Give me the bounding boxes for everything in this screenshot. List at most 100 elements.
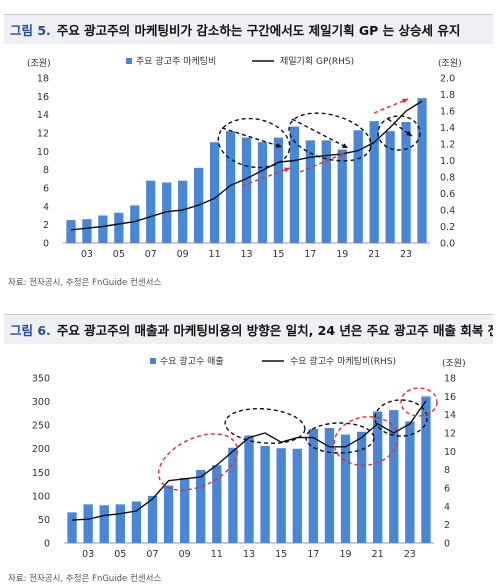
left-tick-label: 2 — [43, 220, 49, 231]
right-tick-label: 1.2 — [440, 140, 455, 151]
bar — [241, 137, 252, 243]
bar — [324, 427, 335, 543]
bar — [385, 131, 395, 243]
right-tick-label: 16 — [444, 392, 456, 403]
left-tick-label: 18 — [37, 74, 49, 85]
series-line — [70, 100, 423, 231]
figure-6-title: 주요 광고주의 매출과 마케팅비용의 방향은 일치, 24 년은 주요 광고주 … — [56, 323, 493, 338]
left-tick-label: 8 — [43, 165, 49, 176]
annotation-ellipse — [224, 408, 306, 444]
x-tick-label: 23 — [400, 249, 412, 260]
figure-6: 그림 6. 주요 광고주의 매출과 마케팅비용의 방향은 일치, 24 년은 주… — [0, 305, 497, 587]
right-tick-label: 18 — [444, 374, 456, 385]
right-tick-label: 1.6 — [440, 107, 455, 118]
x-tick-label: 17 — [304, 249, 316, 260]
right-tick-label: 0.4 — [440, 206, 455, 217]
right-tick-label: 1.4 — [440, 123, 455, 134]
x-tick-label: 21 — [372, 549, 384, 560]
left-tick-label: 250 — [32, 421, 50, 432]
x-tick-label: 11 — [209, 249, 221, 260]
left-tick-label: 200 — [32, 444, 50, 455]
bar — [405, 421, 415, 543]
left-tick-label: 0 — [43, 239, 49, 250]
bar — [373, 411, 383, 543]
bar — [131, 501, 142, 543]
x-tick-label: 09 — [177, 249, 189, 260]
bar — [308, 428, 319, 543]
right-tick-label: 12 — [444, 429, 456, 440]
x-tick-label: 05 — [114, 549, 126, 560]
legend-bar-swatch — [126, 58, 132, 64]
left-tick-label: 350 — [32, 374, 50, 385]
x-tick-label: 15 — [272, 249, 284, 260]
legend-bar-swatch — [150, 358, 156, 364]
x-tick-label: 07 — [145, 249, 157, 260]
right-tick-label: 2.0 — [440, 74, 455, 85]
x-tick-label: 15 — [275, 549, 287, 560]
right-tick-label: 6 — [444, 484, 450, 495]
bar — [421, 396, 431, 543]
left-tick-label: 50 — [38, 515, 50, 526]
left-tick-label: 100 — [32, 491, 50, 502]
figure-6-label: 그림 6. — [10, 323, 51, 338]
bar — [340, 434, 351, 543]
left-tick-label: 10 — [37, 147, 49, 158]
left-tick-label: 6 — [43, 184, 49, 195]
bar — [273, 137, 284, 243]
bar — [369, 121, 379, 243]
bar — [98, 215, 108, 243]
bar — [82, 219, 92, 243]
left-tick-label: 14 — [37, 110, 49, 121]
annotation-arrow-head — [339, 152, 345, 158]
annotation-arrow-line — [221, 127, 283, 148]
bar — [417, 98, 427, 244]
annotation-ellipse — [157, 433, 239, 491]
bar — [178, 180, 188, 243]
figure-6-chart: 050100150200250300350024681012141618(조원)… — [32, 355, 466, 560]
x-tick-label: 21 — [368, 249, 380, 260]
bar — [196, 469, 206, 543]
left-axis-unit: (조원) — [27, 58, 51, 69]
bar — [225, 131, 236, 243]
figure-5-header: 그림 5. 주요 광고주의 마케팅비가 감소하는 구간에서도 제일기획 GP 는… — [4, 14, 493, 44]
bar — [147, 495, 158, 543]
right-tick-label: 0 — [444, 539, 450, 550]
annotation-arrow-line — [241, 167, 291, 187]
annotation-ellipse — [217, 117, 291, 169]
bar — [163, 485, 174, 543]
bar — [212, 465, 222, 543]
legend-bar-label: 주요 광고주 마케팅비 — [136, 55, 216, 67]
bar — [66, 220, 76, 243]
figure-5-source: 자료: 전자공시, 추정은 FnGuide 컨센서스 — [8, 278, 162, 288]
left-tick-label: 0 — [44, 539, 50, 550]
annotation-ellipse — [305, 422, 375, 454]
right-axis-unit: (조원) — [438, 58, 462, 69]
left-tick-label: 4 — [43, 202, 49, 213]
legend-line-label: 제일기획 GP(RHS) — [280, 55, 354, 67]
bar — [114, 212, 124, 243]
x-tick-label: 03 — [81, 249, 93, 260]
bar — [337, 149, 347, 243]
bar — [209, 142, 220, 243]
bar — [321, 140, 331, 243]
annotation-arrow-line — [291, 118, 349, 149]
right-tick-label: 0.0 — [440, 239, 455, 250]
x-tick-label: 19 — [336, 249, 348, 260]
left-tick-label: 300 — [32, 397, 50, 408]
x-tick-label: 03 — [82, 549, 94, 560]
bar — [276, 448, 286, 543]
bar — [83, 504, 93, 543]
annotation-arrow-head — [284, 167, 290, 173]
bar — [389, 410, 399, 543]
bar — [146, 180, 156, 243]
annotation-ellipse — [374, 399, 428, 437]
bar — [305, 140, 315, 243]
x-tick-label: 23 — [404, 549, 416, 560]
bar — [353, 130, 363, 243]
annotation-ellipse — [288, 112, 372, 162]
annotation-ellipse — [400, 387, 438, 417]
x-tick-label: 09 — [179, 549, 191, 560]
bar — [289, 126, 299, 243]
bar — [257, 142, 268, 243]
x-tick-label: 13 — [240, 249, 252, 260]
